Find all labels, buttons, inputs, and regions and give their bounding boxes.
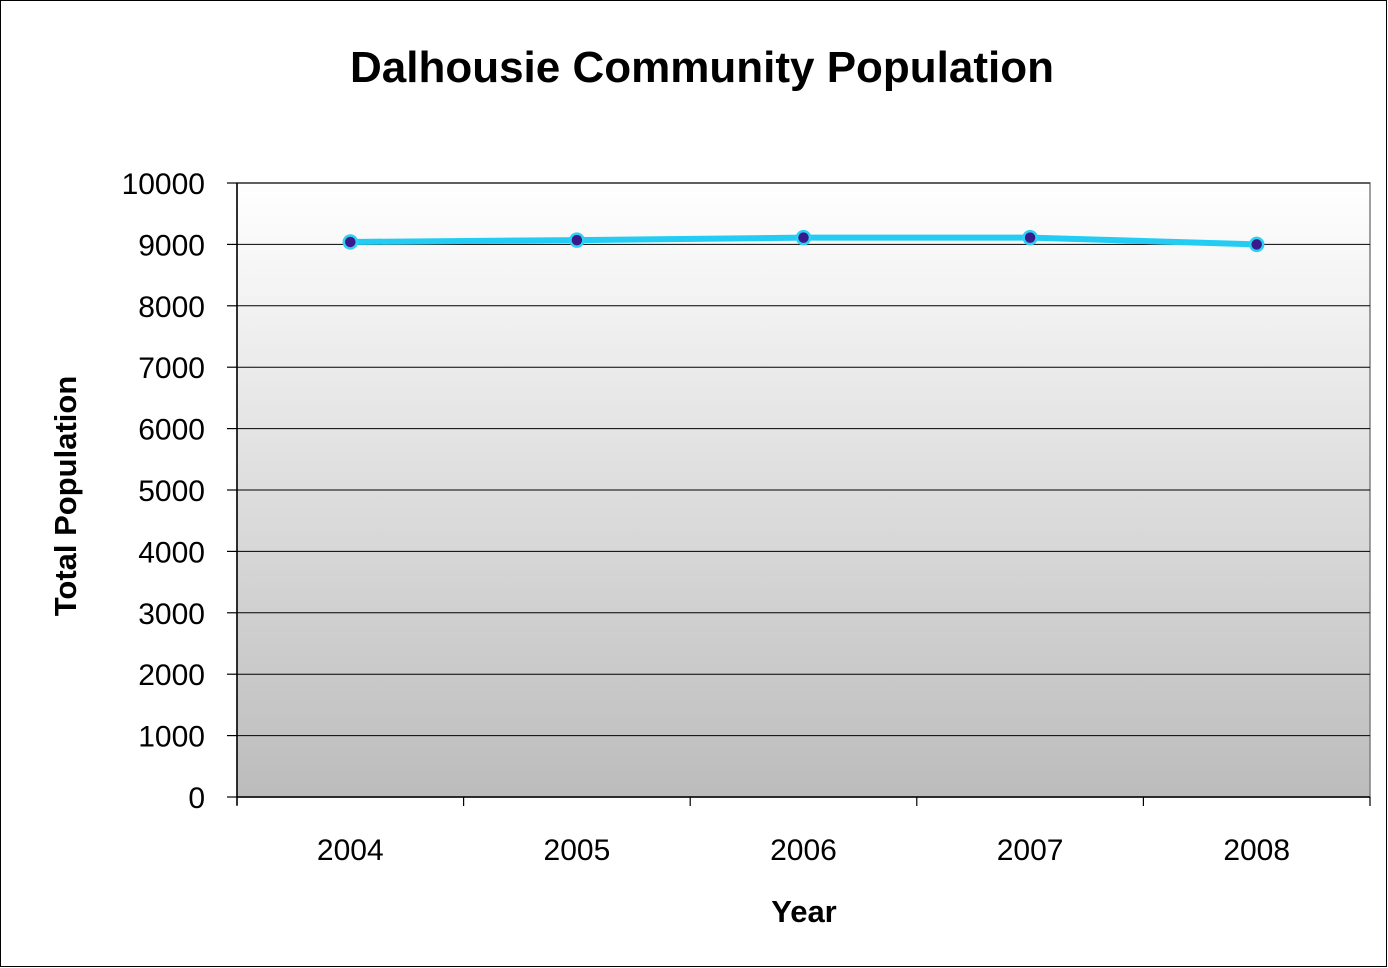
x-tick-labels: 2004 2005 2006 2007 2008 — [317, 834, 1290, 867]
y-tick-label: 10000 — [122, 168, 205, 201]
data-point-2005 — [569, 232, 585, 248]
data-point-2008 — [1248, 236, 1265, 253]
data-point-2004 — [342, 234, 359, 250]
y-tick-label: 7000 — [138, 352, 205, 385]
x-tick-label: 2008 — [1223, 834, 1290, 867]
x-tick-label: 2005 — [544, 834, 611, 867]
y-tick-label: 8000 — [138, 291, 205, 324]
x-tick-label: 2004 — [317, 834, 384, 867]
y-tick-label: 6000 — [138, 414, 205, 447]
data-point-2006 — [795, 229, 812, 246]
axes — [227, 182, 1371, 806]
y-tick-label: 0 — [188, 782, 205, 815]
y-tick-label: 1000 — [138, 721, 205, 754]
y-tick-label: 5000 — [138, 475, 205, 508]
x-tick-label: 2007 — [997, 834, 1064, 867]
chart-title: Dalhousie Community Population — [350, 43, 1054, 92]
y-axis-title: Total Population — [48, 376, 83, 617]
x-tick-label: 2006 — [770, 834, 837, 867]
y-tick-label: 4000 — [138, 536, 205, 569]
y-tick-label: 2000 — [138, 659, 205, 692]
x-axis-title: Year — [771, 894, 837, 929]
y-tick-label: 9000 — [138, 229, 205, 262]
y-tick-label: 3000 — [138, 598, 205, 631]
data-series — [342, 229, 1265, 253]
data-point-2007 — [1022, 229, 1038, 246]
y-tick-labels: 0 1000 2000 3000 4000 5000 6000 7000 8000 9000 100… — [122, 168, 205, 815]
